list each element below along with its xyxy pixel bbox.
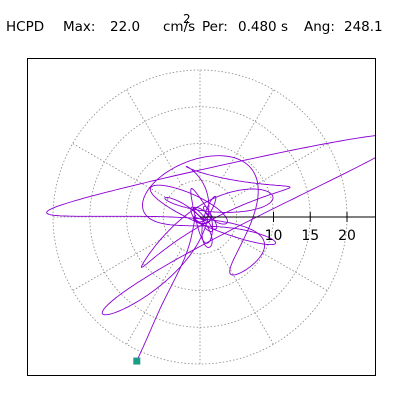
chart-svg: 10 15 20 (46, 69, 375, 365)
grid-spoke-60 (218, 89, 274, 186)
trace-endpoint-marker (133, 357, 141, 365)
angle-value: 248.1 (344, 19, 383, 35)
header: HCPD Max: 22.0 cm/s 2 Per: 0.480 s Ang: … (0, 0, 400, 40)
max-units-exponent: 2 (183, 12, 191, 26)
grid-spoke-330 (231, 235, 328, 291)
x-axis-tick-label-20: 20 (338, 228, 356, 244)
grid-spoke-240 (126, 248, 182, 345)
x-axis-tick-label-10: 10 (265, 228, 283, 244)
grid-spoke-30 (231, 143, 328, 199)
x-axis-tick-label-15: 15 (301, 228, 319, 244)
grid-spoke-210 (72, 235, 169, 291)
angle-label: Ang: (304, 19, 335, 35)
period-label: Per: (202, 19, 228, 35)
grid-spoke-300 (218, 248, 274, 345)
grid-spoke-150 (72, 143, 169, 199)
particle-motion-trace (46, 135, 375, 362)
station-code: HCPD (6, 19, 45, 35)
max-label: Max: (63, 19, 96, 35)
period-value: 0.480 s (238, 19, 288, 35)
max-units: cm/s (163, 19, 196, 35)
grid-spoke-120 (126, 89, 182, 186)
polar-plot: 10 15 20 (27, 58, 376, 376)
max-value: 22.0 (110, 19, 141, 35)
